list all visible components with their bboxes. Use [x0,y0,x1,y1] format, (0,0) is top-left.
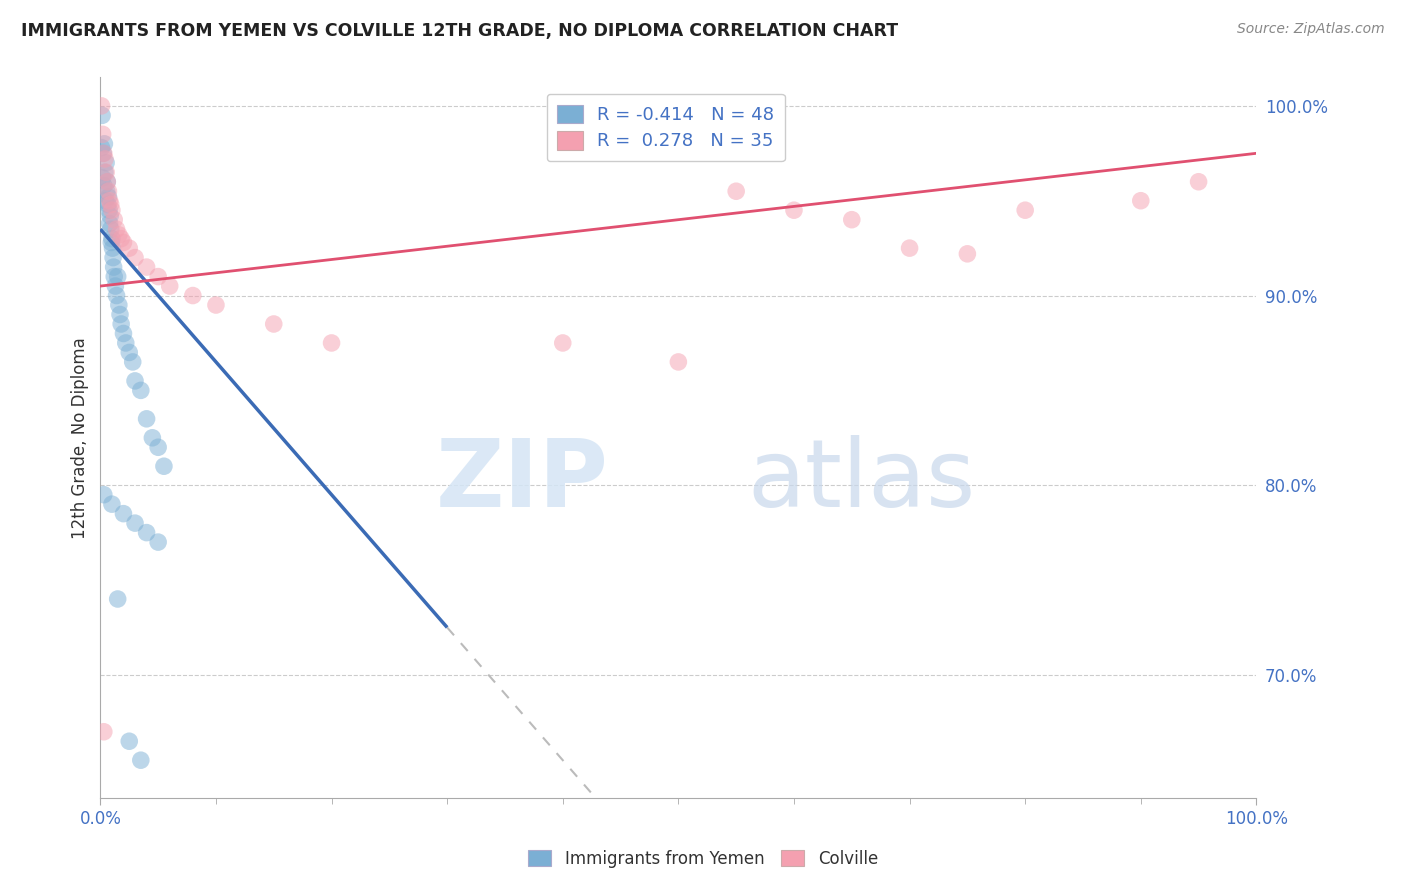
Point [94,165,117,179]
Point [105,222,128,236]
Point [118,734,141,748]
Point [103,212,125,227]
Point [101,251,124,265]
Point [100,222,122,236]
Point [205,298,228,312]
Point [112,326,135,341]
Point [1014,203,1036,218]
Point [181,288,204,302]
Point [91,146,114,161]
Point [103,260,125,274]
Point [93,136,115,151]
Point [112,235,135,250]
Point [96,175,118,189]
Point [97,197,120,211]
Legend: R = -0.414   N = 48, R =  0.278   N = 35: R = -0.414 N = 48, R = 0.278 N = 35 [547,94,785,161]
Legend: Immigrants from Yemen, Colville: Immigrants from Yemen, Colville [522,844,884,875]
Text: ZIP: ZIP [436,435,609,527]
Point [94,165,117,179]
Point [101,497,124,511]
Point [98,194,121,208]
Point [841,212,863,227]
Point [104,279,127,293]
Point [94,155,117,169]
Y-axis label: 12th Grade, No Diploma: 12th Grade, No Diploma [72,337,89,539]
Point [783,203,806,218]
Point [93,178,115,193]
Point [96,184,118,198]
Point [90,140,112,154]
Point [93,146,115,161]
Point [90,99,112,113]
Text: IMMIGRANTS FROM YEMEN VS COLVILLE 12TH GRADE, NO DIPLOMA CORRELATION CHART: IMMIGRANTS FROM YEMEN VS COLVILLE 12TH G… [21,22,898,40]
Point [146,440,169,454]
Point [101,203,124,218]
Point [898,241,921,255]
Point [91,108,114,122]
Point [93,488,115,502]
Point [118,345,141,359]
Point [725,184,748,198]
Point [263,317,285,331]
Point [101,241,124,255]
Point [129,384,152,398]
Point [135,260,157,274]
Point [124,516,146,530]
Point [100,235,122,250]
Point [98,217,121,231]
Point [956,247,979,261]
Point [159,279,181,293]
Point [1129,194,1152,208]
Point [93,724,115,739]
Point [98,209,121,223]
Point [135,525,157,540]
Point [153,459,176,474]
Point [124,374,146,388]
Point [1187,175,1209,189]
Point [97,190,120,204]
Point [97,184,120,198]
Point [91,128,114,142]
Point [107,592,129,607]
Text: atlas: atlas [748,435,976,527]
Point [94,152,117,166]
Point [94,194,117,208]
Point [110,232,132,246]
Point [108,308,131,322]
Point [110,317,132,331]
Point [141,431,163,445]
Point [105,288,128,302]
Point [98,203,121,218]
Point [118,241,141,255]
Point [91,171,114,186]
Point [124,251,146,265]
Point [321,335,343,350]
Point [146,269,169,284]
Point [103,269,125,284]
Point [114,335,136,350]
Point [96,175,118,189]
Point [101,232,124,246]
Point [146,535,169,549]
Point [135,412,157,426]
Point [108,298,131,312]
Point [108,227,131,242]
Point [100,197,122,211]
Text: Source: ZipAtlas.com: Source: ZipAtlas.com [1237,22,1385,37]
Point [551,335,574,350]
Point [129,753,152,767]
Point [107,269,129,284]
Point [666,355,689,369]
Point [121,355,143,369]
Point [112,507,135,521]
